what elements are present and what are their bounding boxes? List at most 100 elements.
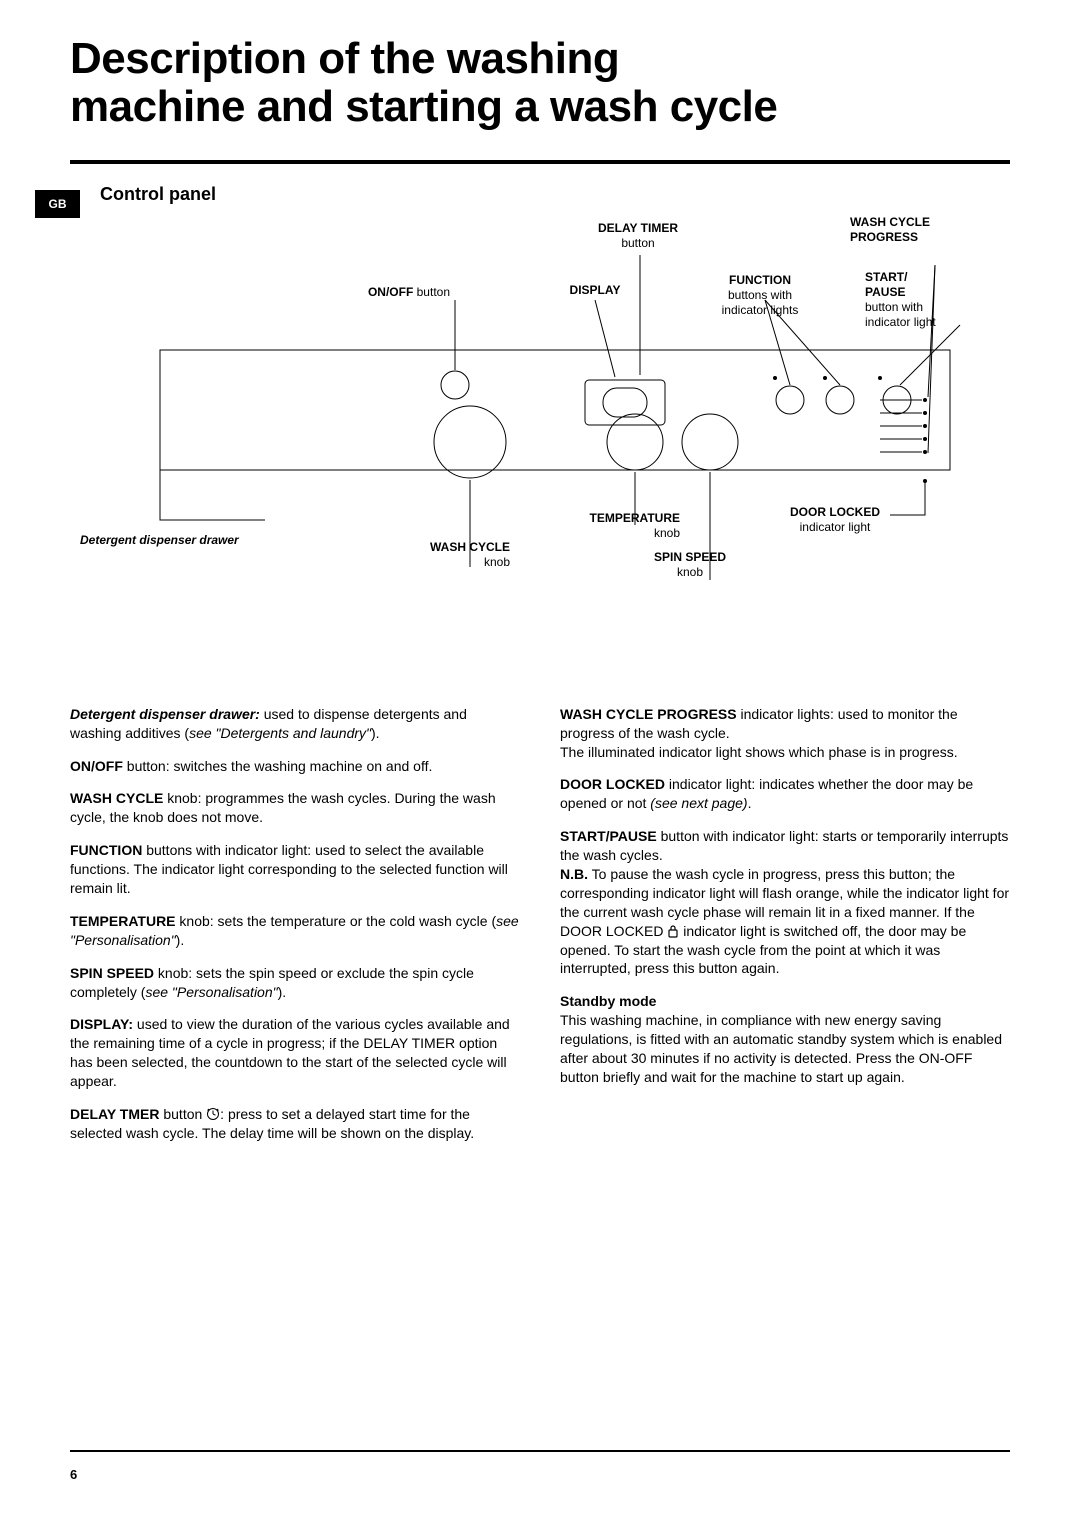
para-display: DISPLAY: used to view the duration of th… (70, 1015, 520, 1091)
start-sub2: indicator light (865, 315, 936, 329)
title-line-1: Description of the washing (70, 34, 619, 83)
para-start-pause: START/PAUSE button with indicator light:… (560, 827, 1010, 978)
r4h: Standby mode (560, 993, 656, 1009)
p7b: DISPLAY: (70, 1016, 133, 1032)
label-delay-timer: DELAY TIMER button (568, 221, 708, 251)
wash-prog-l1: WASH CYCLE (850, 215, 930, 229)
p6e: ). (278, 984, 287, 1000)
label-detergent-drawer: Detergent dispenser drawer (80, 533, 340, 548)
r3nb: N.B. (560, 866, 588, 882)
drawer-text: Detergent dispenser drawer (80, 533, 239, 547)
label-wash-progress: WASH CYCLE PROGRESS (850, 215, 1000, 245)
display-bold: DISPLAY (570, 283, 621, 297)
para-temperature: TEMPERATURE knob: sets the temperature o… (70, 912, 520, 950)
temp-sub: knob (654, 526, 680, 540)
left-column: Detergent dispenser drawer: used to disp… (70, 705, 520, 1157)
para-onoff: ON/OFF button: switches the washing mach… (70, 757, 520, 776)
para-function: FUNCTION buttons with indicator light: u… (70, 841, 520, 898)
label-temperature: TEMPERATURE knob (540, 511, 680, 541)
p5e: ). (176, 932, 185, 948)
display-track (603, 388, 647, 417)
function-sub2: indicator lights (722, 303, 799, 317)
wc-sub: knob (484, 555, 510, 569)
control-panel-heading: Control panel (100, 184, 1010, 205)
start-dot (878, 376, 882, 380)
language-tab: GB (35, 190, 80, 218)
label-function: FUNCTION buttons with indicator lights (690, 273, 830, 318)
panel-outline (160, 350, 950, 470)
onoff-bold: ON/OFF (368, 285, 413, 299)
diagram-svg (80, 215, 1000, 615)
p3b: WASH CYCLE (70, 790, 163, 806)
p6i: see "Personalisation" (145, 984, 277, 1000)
title-line-2: machine and starting a wash cycle (70, 82, 777, 131)
label-wash-cycle: WASH CYCLE knob (370, 540, 510, 570)
progress-lines (880, 400, 922, 452)
r2e: . (748, 795, 752, 811)
ss-sub: knob (677, 565, 703, 579)
label-display: DISPLAY (555, 283, 635, 298)
door-sub: indicator light (800, 520, 871, 534)
page-title: Description of the washing machine and s… (70, 35, 1010, 132)
p8t1: button (159, 1106, 206, 1122)
progress-dots (923, 398, 927, 454)
temp-bold: TEMPERATURE (590, 511, 680, 525)
delay-timer-sub: button (621, 236, 654, 250)
function-button-2 (826, 386, 854, 414)
para-drawer: Detergent dispenser drawer: used to disp… (70, 705, 520, 743)
label-spin-speed: SPIN SPEED knob (620, 550, 760, 580)
page-number: 6 (70, 1467, 77, 1482)
p4b: FUNCTION (70, 842, 142, 858)
p1e: ). (371, 725, 380, 741)
body-columns: Detergent dispenser drawer: used to disp… (70, 705, 1010, 1157)
para-progress: WASH CYCLE PROGRESS indicator lights: us… (560, 705, 1010, 762)
p2b: ON/OFF (70, 758, 123, 774)
r2b: DOOR LOCKED (560, 776, 665, 792)
wash-prog-l2: PROGRESS (850, 230, 918, 244)
onoff-button-shape (441, 371, 469, 399)
function-dot-1 (773, 376, 777, 380)
r2i: (see next page) (650, 795, 747, 811)
p8b: DELAY TMER (70, 1106, 159, 1122)
display-window (585, 380, 665, 425)
r1t2: The illuminated indicator light shows wh… (560, 744, 958, 760)
function-sub1: buttons with (728, 288, 792, 302)
onoff-sub: button (413, 285, 450, 299)
p6b: SPIN SPEED (70, 965, 154, 981)
para-delay: DELAY TMER button : press to set a delay… (70, 1105, 520, 1143)
para-door-locked: DOOR LOCKED indicator light: indicates w… (560, 775, 1010, 813)
temperature-knob-shape (607, 414, 663, 470)
p2t: button: switches the washing machine on … (123, 758, 433, 774)
para-spin: SPIN SPEED knob: sets the spin speed or … (70, 964, 520, 1002)
manual-page: Description of the washing machine and s… (0, 0, 1080, 1527)
label-door-locked: DOOR LOCKED indicator light (760, 505, 910, 535)
p5b: TEMPERATURE (70, 913, 176, 929)
p1b: Detergent dispenser drawer: (70, 706, 260, 722)
para-standby: Standby mode This washing machine, in co… (560, 992, 1010, 1086)
p5t: knob: sets the temperature or the cold w… (176, 913, 497, 929)
right-column: WASH CYCLE PROGRESS indicator lights: us… (560, 705, 1010, 1157)
wc-bold: WASH CYCLE (430, 540, 510, 554)
r4t: This washing machine, in compliance with… (560, 1012, 1002, 1085)
r1b: WASH CYCLE PROGRESS (560, 706, 737, 722)
spin-knob-shape (682, 414, 738, 470)
door-bold: DOOR LOCKED (790, 505, 880, 519)
start-sub1: button with (865, 300, 923, 314)
function-dot-2 (823, 376, 827, 380)
clock-icon (206, 1107, 220, 1121)
delay-timer-bold: DELAY TIMER (598, 221, 678, 235)
bottom-rule (70, 1450, 1010, 1452)
label-start-pause: START/ PAUSE button with indicator light (865, 270, 995, 330)
p1i: see "Detergents and laundry" (189, 725, 371, 741)
function-button-1 (776, 386, 804, 414)
p7t: used to view the duration of the various… (70, 1016, 510, 1089)
function-bold: FUNCTION (729, 273, 791, 287)
wash-cycle-knob-shape (434, 406, 506, 478)
ss-bold: SPIN SPEED (654, 550, 726, 564)
label-onoff: ON/OFF button (330, 285, 450, 300)
para-wash-cycle: WASH CYCLE knob: programmes the wash cyc… (70, 789, 520, 827)
control-panel-diagram: DELAY TIMER button WASH CYCLE PROGRESS O… (80, 215, 1000, 615)
r3b: START/PAUSE (560, 828, 657, 844)
start-l2: PAUSE (865, 285, 905, 299)
title-rule (70, 160, 1010, 164)
